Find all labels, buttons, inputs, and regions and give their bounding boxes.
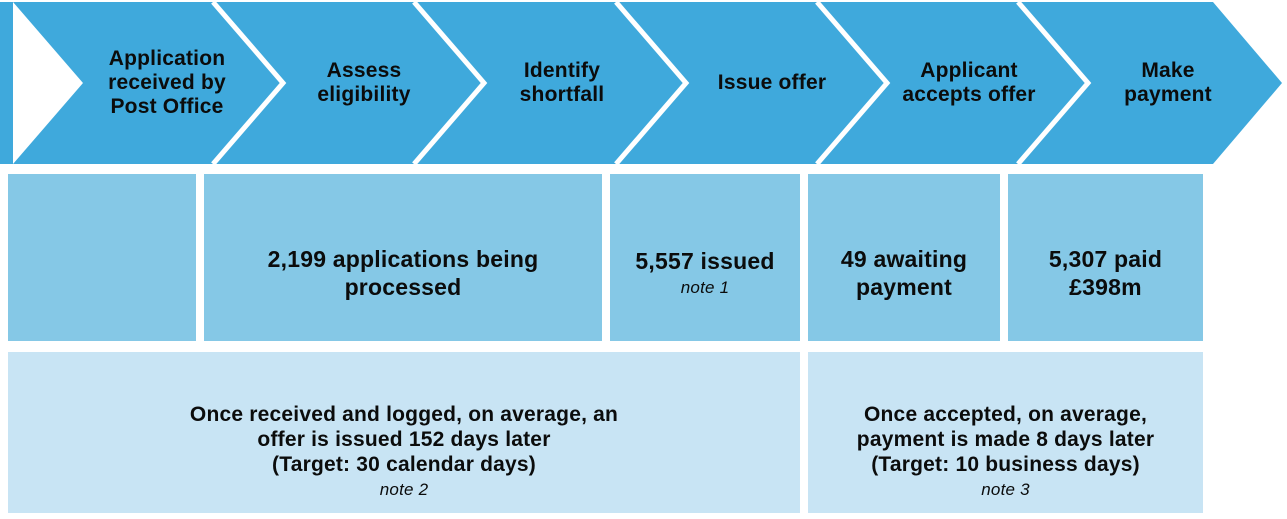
step-identify-shortfall: Identify shortfall xyxy=(519,59,605,106)
timing-box-payment-made: Once accepted, on average, payment is ma… xyxy=(808,352,1203,513)
timing-text: Once accepted, on average, payment is ma… xyxy=(856,403,1155,476)
step-application-received: Application received by Post Office xyxy=(108,47,226,118)
chevron-band-shape xyxy=(0,2,1282,164)
status-box-paid: 5,307 paid £398m xyxy=(1008,174,1203,341)
note-2-reference: note 2 xyxy=(379,480,429,499)
status-text: 5,557 issued xyxy=(635,247,775,274)
step-assess-eligibility: Assess eligibility xyxy=(317,59,411,106)
timing-text: Once received and logged, on average, an… xyxy=(189,403,619,476)
chevron-separator-3 xyxy=(614,0,690,166)
status-box-received-empty xyxy=(8,174,196,341)
chevron-separator-5 xyxy=(1016,0,1092,166)
step-make-payment: Make payment xyxy=(1124,59,1212,106)
status-text: 2,199 applications being processed xyxy=(267,245,539,300)
status-text: 49 awaiting payment xyxy=(840,245,968,300)
note-3-reference: note 3 xyxy=(981,480,1030,499)
chevron-separator-4 xyxy=(815,0,891,166)
status-box-offers-issued: 5,557 issued note 1 xyxy=(610,174,800,341)
note-1-reference: note 1 xyxy=(680,277,730,297)
step-issue-offer: Issue offer xyxy=(717,71,827,94)
chevron-band xyxy=(0,0,1282,166)
step-applicant-accepts-offer: Applicant accepts offer xyxy=(902,59,1036,106)
chevron-left-notch xyxy=(13,2,83,164)
status-box-being-processed: 2,199 applications being processed xyxy=(204,174,602,341)
status-text: 5,307 paid £398m xyxy=(1048,245,1163,300)
chevron-separator-1 xyxy=(211,0,287,166)
status-box-awaiting-payment: 49 awaiting payment xyxy=(808,174,1000,341)
timing-box-offer-issued: Once received and logged, on average, an… xyxy=(8,352,800,513)
chevron-separator-2 xyxy=(412,0,488,166)
